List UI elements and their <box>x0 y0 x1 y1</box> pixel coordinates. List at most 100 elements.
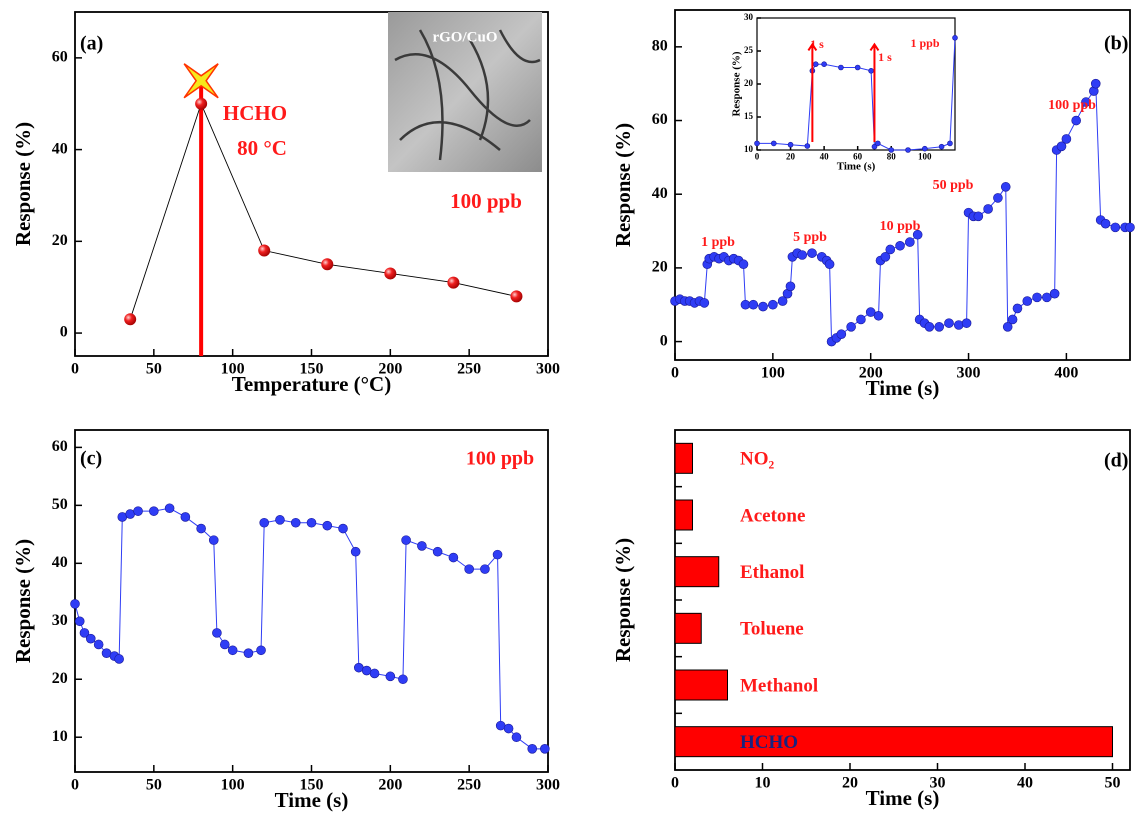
data-point <box>448 552 459 563</box>
data-point <box>1012 303 1023 314</box>
x-tick-label: 40 <box>820 152 830 162</box>
x-tick-label: 10 <box>755 774 771 791</box>
x-axis-title: Time (s) <box>275 788 349 812</box>
x-tick-label: 100 <box>221 360 245 377</box>
category-label: HCHO <box>740 732 798 753</box>
data-point <box>1090 78 1101 89</box>
category-label: NO₂ <box>740 449 775 470</box>
data-point <box>259 517 270 528</box>
annotation: 5 ppb <box>793 230 827 245</box>
y-tick-label: 30 <box>744 12 754 22</box>
data-point <box>812 61 819 67</box>
data-point <box>1056 141 1067 152</box>
data-point <box>385 671 396 682</box>
x-tick-label: 100 <box>761 364 785 381</box>
data-point <box>854 64 861 71</box>
x-tick-label: 100 <box>918 152 932 162</box>
y-tick-label: 0 <box>60 324 68 341</box>
annotation: 1 ppb <box>701 235 735 250</box>
data-point <box>934 322 944 332</box>
panel-label: (a) <box>80 33 103 55</box>
data-point <box>973 211 984 222</box>
data-point <box>227 645 238 656</box>
data-point <box>464 564 474 574</box>
x-tick-label: 400 <box>1054 364 1078 381</box>
data-point <box>938 143 945 150</box>
data-point <box>821 61 827 67</box>
data-point <box>838 64 844 71</box>
data-point <box>164 503 175 514</box>
y-tick-label: 0 <box>660 332 668 349</box>
bar <box>674 726 1113 758</box>
data-point <box>1071 115 1081 126</box>
data-point <box>322 520 333 531</box>
data-point <box>133 506 143 516</box>
data-point <box>804 143 811 149</box>
data-point <box>1081 97 1091 107</box>
data-point <box>180 512 191 522</box>
data-point <box>93 639 104 650</box>
data-point <box>748 299 759 310</box>
data-point <box>219 639 230 650</box>
data-point <box>306 517 317 528</box>
data-point <box>983 204 993 214</box>
annotation: 50 ppb <box>933 178 974 193</box>
x-axis-title: Time (s) <box>837 161 876 173</box>
data-point <box>961 318 972 328</box>
data-point <box>540 744 550 754</box>
data-point <box>1042 292 1052 303</box>
annotation: 1 s <box>878 50 892 64</box>
data-point <box>74 616 85 627</box>
data-point <box>993 193 1003 203</box>
data-point <box>921 145 928 152</box>
x-axis-title: Time (s) <box>866 376 940 400</box>
data-point <box>865 307 876 317</box>
y-tick-label: 20 <box>652 259 668 276</box>
data-point <box>738 259 749 270</box>
panel-label: (b) <box>1104 33 1128 55</box>
data-point <box>952 34 958 41</box>
data-point <box>880 252 891 262</box>
y-tick-label: 20 <box>52 670 68 687</box>
data-point <box>905 147 911 153</box>
data-point <box>401 535 411 545</box>
x-tick-label: 150 <box>300 776 324 793</box>
data-point <box>875 140 881 147</box>
data-point <box>124 313 137 326</box>
x-tick-label: 20 <box>786 152 796 162</box>
data-point <box>871 143 878 150</box>
y-tick-label: 25 <box>744 45 754 55</box>
data-point <box>492 549 503 560</box>
data-point <box>947 140 953 147</box>
data-point <box>824 259 835 270</box>
data-point <box>432 546 443 557</box>
y-tick-label: 20 <box>744 78 754 88</box>
data-point <box>754 140 760 147</box>
x-tick-label: 200 <box>859 364 883 381</box>
annotation: 100 ppb <box>1048 98 1096 113</box>
y-tick-label: 40 <box>652 185 668 202</box>
annotation: 1 ppb <box>910 36 939 50</box>
bar <box>674 669 728 701</box>
data-point <box>888 147 895 153</box>
data-point <box>212 628 222 638</box>
y-axis-title: Response (%) <box>731 51 743 116</box>
data-point <box>258 244 271 257</box>
data-point <box>758 301 768 312</box>
y-tick-label: 60 <box>52 438 68 455</box>
category-label: Toluene <box>740 619 804 640</box>
tem-image <box>388 12 542 172</box>
series-line <box>757 37 956 151</box>
data-point <box>807 248 817 258</box>
highlight-star <box>183 63 219 99</box>
y-axis-title: Response (%) <box>11 539 35 663</box>
x-tick-label: 0 <box>71 360 79 377</box>
y-tick-label: 10 <box>744 144 754 154</box>
x-tick-label: 200 <box>378 360 402 377</box>
x-axis-title: Time (s) <box>866 786 940 810</box>
data-point <box>195 97 208 110</box>
data-point <box>70 599 80 609</box>
data-point <box>777 296 788 306</box>
data-point <box>905 237 915 247</box>
data-point <box>196 523 206 534</box>
